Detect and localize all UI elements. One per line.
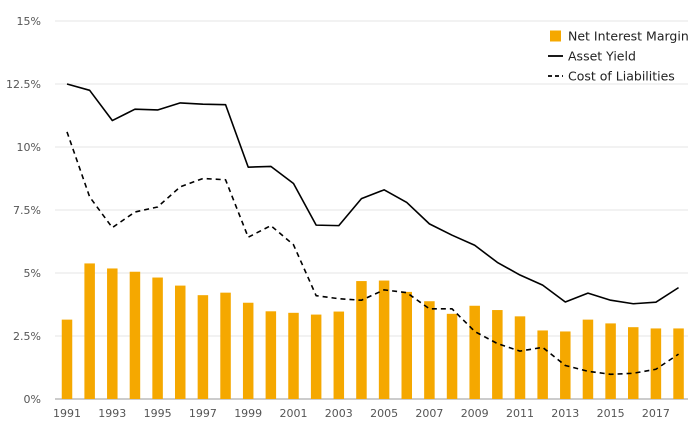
line-series xyxy=(66,83,679,376)
nim-bar xyxy=(242,302,254,399)
nim-bar xyxy=(401,291,412,399)
x-tick-label: 2011 xyxy=(506,407,534,420)
y-tick-label: 15% xyxy=(17,15,41,28)
asset-yield-line xyxy=(66,83,679,305)
nim-bar xyxy=(469,305,480,399)
nim-bar xyxy=(537,330,548,399)
nim-bar xyxy=(265,311,277,399)
nim-bar xyxy=(61,319,73,399)
nim-bar xyxy=(356,281,367,399)
y-tick-label: 5% xyxy=(24,267,41,280)
nim-bar xyxy=(152,277,163,399)
x-tick-label: 2003 xyxy=(325,407,353,420)
nim-bar xyxy=(582,319,594,399)
nim-bar xyxy=(378,280,390,399)
nim-bar xyxy=(220,292,231,399)
nim-bar xyxy=(175,285,186,399)
legend-swatch-net-interest-margin xyxy=(550,30,561,42)
nim-bar xyxy=(129,271,141,399)
x-tick-label: 1999 xyxy=(234,407,262,420)
nim-bar xyxy=(514,316,526,399)
bar-series xyxy=(61,263,684,399)
x-tick-label: 1993 xyxy=(98,407,126,420)
nim-bar xyxy=(197,295,209,399)
legend-label: Asset Yield xyxy=(568,49,636,64)
nim-bar xyxy=(673,328,684,399)
nim-bar xyxy=(650,328,662,399)
legend-label: Net Interest Margin xyxy=(568,29,689,44)
nim-bar xyxy=(628,327,639,399)
x-tick-label: 2015 xyxy=(597,407,625,420)
x-tick-label: 1995 xyxy=(144,407,172,420)
x-tick-label: 2007 xyxy=(415,407,443,420)
nim-bar xyxy=(424,301,435,399)
nim-bar xyxy=(446,313,458,399)
x-tick-label: 2005 xyxy=(370,407,398,420)
nim-bar xyxy=(492,310,503,399)
y-tick-label: 0% xyxy=(24,393,41,406)
x-tick-label: 2001 xyxy=(280,407,308,420)
nim-bar xyxy=(107,268,118,399)
legend-label: Cost of Liabilities xyxy=(568,69,675,84)
x-tick-label: 1997 xyxy=(189,407,217,420)
nim-bar xyxy=(333,311,345,399)
legend: Net Interest Margin Asset Yield Cost of Li… xyxy=(548,29,689,84)
y-tick-label: 10% xyxy=(17,141,41,154)
nim-bar xyxy=(288,312,299,399)
nim-bar xyxy=(310,314,322,399)
y-tick-label: 7.5% xyxy=(13,204,41,217)
nim-bar xyxy=(84,263,95,399)
x-tick-label: 2017 xyxy=(642,407,670,420)
y-tick-label: 2.5% xyxy=(13,330,41,343)
x-tick-label: 1991 xyxy=(53,407,81,420)
x-tick-label: 2009 xyxy=(461,407,489,420)
cost-of-liabilities-line xyxy=(66,131,679,376)
x-axis: 1991 1993 1995 1997 1999 2001 2003 2005 2007 2009… xyxy=(53,407,670,420)
y-tick-label: 12.5% xyxy=(6,78,41,91)
x-tick-label: 2013 xyxy=(551,407,579,420)
nim-bar xyxy=(605,323,616,399)
y-axis: 0% 2.5% 5% 7.5% 10% 12.5% 15% xyxy=(6,15,41,406)
